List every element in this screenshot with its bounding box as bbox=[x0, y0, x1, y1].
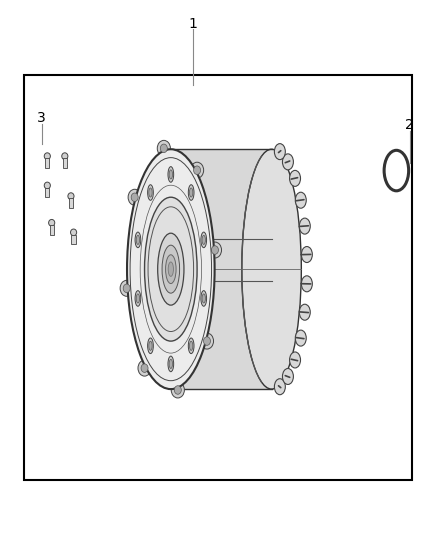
Ellipse shape bbox=[44, 182, 50, 189]
Ellipse shape bbox=[202, 236, 205, 245]
Ellipse shape bbox=[169, 170, 173, 179]
Ellipse shape bbox=[168, 356, 173, 372]
Ellipse shape bbox=[201, 290, 207, 306]
Text: 1: 1 bbox=[188, 17, 197, 31]
FancyBboxPatch shape bbox=[45, 188, 49, 197]
Ellipse shape bbox=[212, 246, 219, 254]
Ellipse shape bbox=[188, 338, 194, 353]
Ellipse shape bbox=[166, 255, 176, 284]
Ellipse shape bbox=[136, 294, 140, 303]
Ellipse shape bbox=[299, 304, 310, 320]
Ellipse shape bbox=[283, 368, 293, 384]
Ellipse shape bbox=[145, 197, 197, 341]
Ellipse shape bbox=[201, 333, 214, 349]
Ellipse shape bbox=[283, 154, 293, 170]
Ellipse shape bbox=[204, 337, 211, 345]
Ellipse shape bbox=[148, 185, 153, 200]
Ellipse shape bbox=[120, 280, 133, 296]
FancyBboxPatch shape bbox=[63, 158, 67, 168]
Ellipse shape bbox=[162, 245, 180, 293]
Ellipse shape bbox=[201, 232, 207, 248]
Ellipse shape bbox=[49, 220, 55, 226]
Ellipse shape bbox=[208, 242, 222, 258]
FancyBboxPatch shape bbox=[49, 225, 54, 235]
Ellipse shape bbox=[157, 140, 170, 156]
Text: 3: 3 bbox=[37, 111, 46, 125]
Ellipse shape bbox=[149, 188, 152, 197]
Ellipse shape bbox=[202, 294, 205, 303]
Ellipse shape bbox=[299, 218, 310, 234]
Ellipse shape bbox=[71, 229, 77, 236]
Ellipse shape bbox=[290, 171, 300, 187]
Ellipse shape bbox=[191, 162, 204, 178]
Ellipse shape bbox=[141, 364, 148, 373]
Ellipse shape bbox=[169, 359, 173, 368]
Ellipse shape bbox=[158, 233, 184, 305]
Ellipse shape bbox=[62, 153, 68, 159]
Ellipse shape bbox=[135, 232, 141, 248]
FancyBboxPatch shape bbox=[45, 158, 49, 168]
Ellipse shape bbox=[148, 338, 153, 353]
Ellipse shape bbox=[68, 193, 74, 199]
Ellipse shape bbox=[136, 236, 140, 245]
FancyBboxPatch shape bbox=[71, 235, 76, 244]
Ellipse shape bbox=[131, 193, 138, 201]
Text: 2: 2 bbox=[405, 118, 414, 132]
Ellipse shape bbox=[190, 341, 193, 350]
Ellipse shape bbox=[149, 341, 152, 350]
Ellipse shape bbox=[295, 330, 306, 346]
Ellipse shape bbox=[295, 192, 306, 208]
Ellipse shape bbox=[301, 276, 312, 292]
Polygon shape bbox=[171, 149, 272, 389]
FancyBboxPatch shape bbox=[69, 198, 73, 208]
Ellipse shape bbox=[190, 188, 193, 197]
Ellipse shape bbox=[274, 379, 285, 395]
Ellipse shape bbox=[194, 166, 201, 174]
Ellipse shape bbox=[274, 143, 285, 159]
Ellipse shape bbox=[168, 262, 173, 276]
Ellipse shape bbox=[171, 382, 184, 398]
Ellipse shape bbox=[128, 189, 141, 205]
Ellipse shape bbox=[160, 144, 167, 152]
Ellipse shape bbox=[290, 352, 300, 368]
Ellipse shape bbox=[242, 149, 301, 389]
Ellipse shape bbox=[135, 290, 141, 306]
Ellipse shape bbox=[301, 247, 312, 263]
Ellipse shape bbox=[127, 149, 215, 389]
Ellipse shape bbox=[188, 185, 194, 200]
Ellipse shape bbox=[174, 386, 181, 394]
Ellipse shape bbox=[138, 360, 151, 376]
Ellipse shape bbox=[123, 284, 130, 293]
Ellipse shape bbox=[168, 167, 173, 182]
Ellipse shape bbox=[44, 153, 50, 159]
